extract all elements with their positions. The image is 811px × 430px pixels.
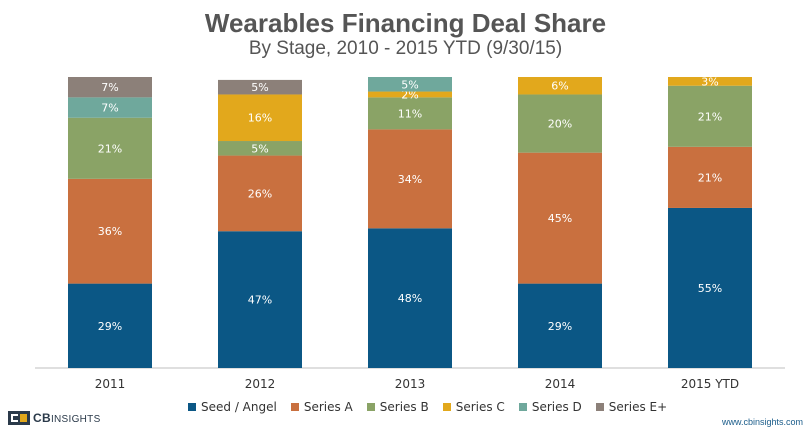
data-label: 29%	[98, 320, 122, 333]
legend-swatch	[595, 403, 604, 411]
bar-segment	[68, 178, 152, 284]
data-label: 5%	[401, 78, 418, 91]
x-tick-label: 2015 YTD	[681, 377, 739, 391]
bar-segment	[368, 97, 452, 130]
bar-segment	[68, 283, 152, 368]
legend-swatch	[518, 403, 527, 411]
data-label: 2%	[401, 88, 418, 101]
legend-label: Seed / Angel	[201, 400, 277, 414]
cb-insights-logo-icon	[8, 411, 30, 425]
data-label: 21%	[698, 110, 722, 123]
legend-item: Series C	[442, 400, 505, 414]
x-tick-label: 2012	[245, 377, 276, 391]
data-label: 11%	[398, 107, 422, 120]
x-tick-label: 2014	[545, 377, 576, 391]
data-label: 21%	[98, 142, 122, 155]
legend-label: Series E+	[608, 400, 668, 414]
chart-title: Wearables Financing Deal Share	[204, 8, 607, 38]
x-tick-label: 2011	[95, 377, 126, 391]
legend-item: Series A	[290, 400, 353, 414]
bar-segment	[68, 77, 152, 98]
data-label: 48%	[398, 292, 422, 305]
legend-swatch	[366, 403, 375, 411]
legend-item: Series B	[366, 400, 429, 414]
legend-label: Series B	[379, 400, 429, 414]
bar-segment	[218, 94, 302, 142]
bar-segment	[668, 146, 752, 208]
bar-segment	[368, 77, 452, 92]
bar-segment	[368, 129, 452, 229]
bar-segment	[518, 283, 602, 368]
data-label: 47%	[248, 294, 272, 307]
legend-label: Series A	[303, 400, 353, 414]
data-label: 20%	[548, 118, 572, 131]
legend-swatch	[442, 403, 451, 411]
legend-swatch	[188, 403, 196, 411]
data-label: 5%	[251, 81, 268, 94]
chart-legend: Seed / Angel Series A Series B Series C Seri…	[188, 400, 667, 414]
data-label: 26%	[248, 187, 272, 200]
data-label: 55%	[698, 282, 722, 295]
chart-subtitle: By Stage, 2010 - 2015 YTD (9/30/15)	[248, 38, 563, 59]
x-tick-label: 2013	[395, 377, 426, 391]
legend-label: Series C	[455, 400, 505, 414]
bar-segment	[368, 228, 452, 368]
data-label: 6%	[551, 80, 568, 93]
legend-swatch	[290, 403, 299, 411]
source-url: www.cbinsights.com	[721, 417, 803, 427]
data-label: 36%	[98, 225, 122, 238]
legend-label: Series D	[531, 400, 582, 414]
data-label: 29%	[548, 320, 572, 333]
bar-segment	[218, 155, 302, 232]
bar-segment	[218, 141, 302, 156]
logo-text: CBINSIGHTS	[33, 411, 101, 425]
cb-insights-logo: CBINSIGHTS	[8, 411, 101, 425]
data-label: 34%	[398, 173, 422, 186]
legend-item: Seed / Angel	[188, 400, 277, 414]
data-label: 21%	[698, 171, 722, 184]
data-label: 5%	[251, 142, 268, 155]
bar-segment	[68, 97, 152, 118]
data-label: 7%	[101, 81, 118, 94]
bar-segment	[218, 231, 302, 368]
bar-segment	[518, 77, 602, 95]
stacked-bar-chart: 29% 36% 21% 7% 7% 2011 47% 26% 5% 16% 5% 2012 48% 34%…	[35, 75, 785, 391]
bar-segment	[68, 117, 152, 179]
legend-item: Series E+	[595, 400, 668, 414]
data-label: 7%	[101, 102, 118, 115]
bar-segment	[218, 79, 302, 95]
legend-item: Series D	[518, 400, 582, 414]
bar-segment	[668, 207, 752, 368]
data-label: 45%	[548, 212, 572, 225]
data-label: 3%	[701, 75, 718, 88]
bar-segment	[518, 94, 602, 153]
bar-segment	[668, 85, 752, 147]
bar-segment	[518, 152, 602, 284]
bar-segment	[668, 77, 752, 86]
data-label: 16%	[248, 112, 272, 125]
bar-segment	[368, 91, 452, 98]
